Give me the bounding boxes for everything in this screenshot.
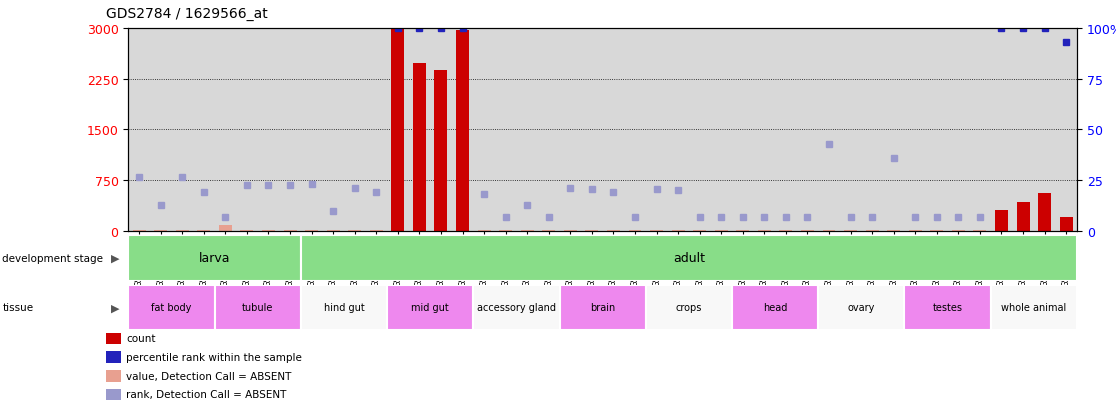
Bar [737,230,749,231]
Bar [327,230,339,231]
Bar [779,230,792,231]
Text: percentile rank within the sample: percentile rank within the sample [126,352,302,362]
Text: rank, Detection Call = ABSENT: rank, Detection Call = ABSENT [126,389,287,399]
Text: head: head [763,303,787,313]
Bar [478,230,491,231]
Bar [991,285,1077,330]
Bar [128,235,301,281]
Bar [822,230,836,231]
Text: larva: larva [199,252,230,265]
Bar [521,230,533,231]
Bar [301,285,387,330]
Text: ▶: ▶ [110,253,119,263]
Bar [214,285,301,330]
Text: accessory gland: accessory gland [477,303,556,313]
Bar [931,230,943,231]
Bar [607,230,619,231]
Bar [908,230,922,231]
Bar [818,285,904,330]
Bar [305,230,318,231]
Bar [301,235,1077,281]
Text: GDS2784 / 1629566_at: GDS2784 / 1629566_at [106,7,268,21]
Bar [801,230,814,231]
Text: ovary: ovary [848,303,875,313]
Text: ▶: ▶ [110,303,119,313]
Bar [128,285,214,330]
Bar [176,230,189,231]
Bar [369,230,383,231]
Bar [219,225,232,231]
Text: mid gut: mid gut [412,303,449,313]
Bar [628,230,642,231]
Bar [559,285,646,330]
Bar [1060,218,1072,231]
Bar [499,230,512,231]
Bar [866,230,878,231]
Bar [952,230,965,231]
Bar [995,210,1008,231]
Text: crops: crops [675,303,702,313]
Bar [887,230,901,231]
Text: count: count [126,334,155,344]
Bar [413,64,426,231]
Bar [672,230,684,231]
Text: development stage: development stage [2,253,104,263]
Text: tubule: tubule [242,303,273,313]
Bar [262,230,275,231]
Bar [434,71,448,231]
Text: tissue: tissue [2,303,33,313]
Bar [758,230,771,231]
Bar [1017,202,1029,231]
Bar [646,285,732,330]
Text: adult: adult [673,252,705,265]
Bar [456,31,469,231]
Bar [542,230,556,231]
Bar [693,230,706,231]
Bar [650,230,663,231]
Bar [714,230,728,231]
Bar [473,285,559,330]
Bar [387,285,473,330]
Bar [1038,194,1051,231]
Bar [904,285,991,330]
Bar [240,230,253,231]
Bar [133,230,145,231]
Bar [586,230,598,231]
Bar [198,230,210,231]
Bar [844,230,857,231]
Text: hind gut: hind gut [324,303,364,313]
Text: testes: testes [933,303,963,313]
Bar [732,285,818,330]
Bar [348,230,362,231]
Text: brain: brain [590,303,615,313]
Text: whole animal: whole animal [1001,303,1067,313]
Bar [973,230,987,231]
Bar [283,230,297,231]
Text: value, Detection Call = ABSENT: value, Detection Call = ABSENT [126,371,291,381]
Bar [564,230,577,231]
Bar [392,30,404,231]
Text: fat body: fat body [152,303,192,313]
